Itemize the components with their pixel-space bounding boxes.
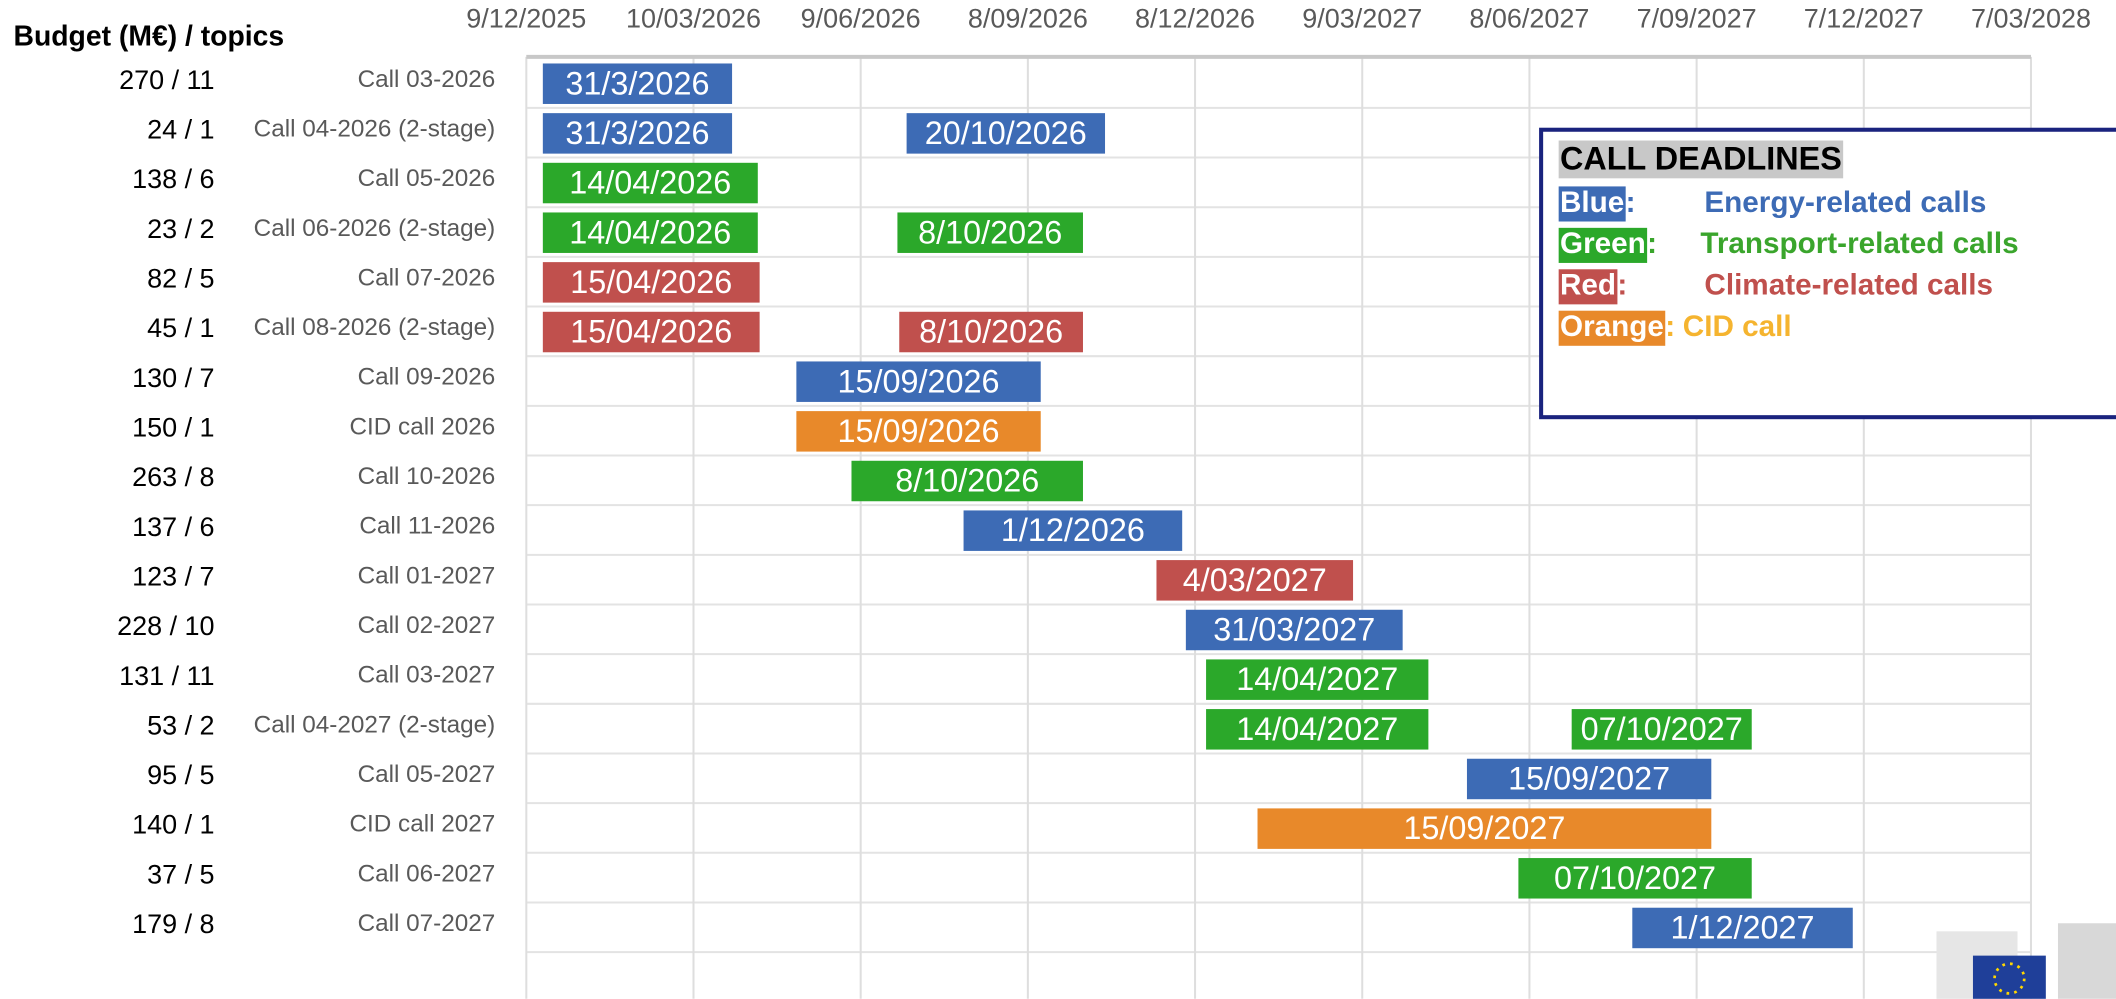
legend-separator: :	[1647, 227, 1657, 260]
call-name: Call 05-2027	[358, 761, 496, 788]
call-name: CID call 2026	[349, 413, 495, 440]
bar-label: 15/04/2026	[570, 314, 732, 350]
logo-building	[2058, 923, 2116, 999]
budget-label: 150 / 1	[132, 412, 214, 442]
eu-logo	[1937, 923, 2116, 999]
budget-label: 37 / 5	[147, 859, 214, 889]
legend-text: CID call	[1683, 310, 1792, 343]
call-name: Call 03-2027	[358, 662, 496, 689]
budget-label: 263 / 8	[132, 462, 214, 492]
bar-label: 1/12/2026	[1001, 512, 1145, 548]
bar-label: 15/04/2026	[570, 264, 732, 300]
bar-label: 8/10/2026	[919, 314, 1063, 350]
budget-label: 140 / 1	[132, 810, 214, 840]
call-name: Call 01-2027	[358, 562, 496, 589]
legend-key: Green	[1560, 227, 1646, 260]
x-tick-label: 10/03/2026	[626, 4, 761, 34]
call-name: Call 07-2027	[358, 910, 496, 937]
legend-key: Blue	[1560, 186, 1624, 219]
call-name: Call 06-2026 (2-stage)	[254, 215, 496, 242]
call-name: Call 08-2026 (2-stage)	[254, 314, 496, 341]
budget-label: 130 / 7	[132, 363, 214, 393]
bar-label: 07/10/2027	[1581, 711, 1743, 747]
legend-separator: :	[1626, 186, 1636, 219]
x-tick-label: 9/06/2026	[801, 4, 921, 34]
budget-label: 123 / 7	[132, 561, 214, 591]
bar-label: 15/09/2027	[1508, 761, 1670, 797]
call-name: CID call 2027	[349, 811, 495, 838]
x-tick-label: 7/03/2028	[1971, 4, 2091, 34]
budget-label: 45 / 1	[147, 313, 214, 343]
legend-key: Orange	[1560, 310, 1664, 343]
call-name: Call 09-2026	[358, 364, 496, 391]
eu-flag	[1973, 956, 2046, 999]
legend-separator: :	[1665, 310, 1675, 343]
budget-label: 53 / 2	[147, 710, 214, 740]
bar-label: 14/04/2027	[1236, 661, 1398, 697]
bar-label: 31/3/2026	[565, 115, 709, 151]
call-name: Call 05-2026	[358, 165, 496, 192]
call-name: Call 06-2027	[358, 860, 496, 887]
legend-text: Energy-related calls	[1704, 186, 1986, 219]
x-tick-label: 7/09/2027	[1637, 4, 1757, 34]
budget-label: 24 / 1	[147, 114, 214, 144]
bar-label: 31/3/2026	[565, 65, 709, 101]
budget-label: 228 / 10	[117, 611, 214, 641]
budget-label: 82 / 5	[147, 263, 214, 293]
bar-label: 20/10/2026	[925, 115, 1087, 151]
legend-key: Red	[1560, 269, 1616, 302]
chart: Budget (M€) / topics 9/12/2025 10/03/2026…	[0, 0, 2116, 999]
bar-label: 14/04/2026	[569, 214, 731, 250]
bar-label: 14/04/2027	[1236, 711, 1398, 747]
bar-label: 8/10/2026	[895, 463, 1039, 499]
call-name: Call 04-2027 (2-stage)	[254, 711, 496, 738]
bar-label: 07/10/2027	[1554, 860, 1716, 896]
budget-label: 179 / 8	[132, 909, 214, 939]
bar-label: 31/03/2027	[1213, 612, 1375, 648]
bar-label: 4/03/2027	[1183, 562, 1327, 598]
bar-label: 15/09/2026	[838, 413, 1000, 449]
bar-label: 15/09/2027	[1403, 810, 1565, 846]
x-tick-label: 9/12/2025	[466, 4, 586, 34]
call-name: Call 02-2027	[358, 612, 496, 639]
legend-text: Transport-related calls	[1700, 227, 2018, 260]
x-tick-label: 8/09/2026	[968, 4, 1088, 34]
budget-label: 270 / 11	[119, 65, 214, 95]
budget-label: 95 / 5	[147, 760, 214, 790]
call-name: Call 04-2026 (2-stage)	[254, 115, 496, 142]
budget-label: 131 / 11	[119, 661, 214, 691]
bar-label: 8/10/2026	[918, 214, 1062, 250]
legend: CALL DEADLINES Blue: Energy-related calls G…	[1541, 130, 2116, 417]
budget-label: 137 / 6	[132, 512, 214, 542]
x-tick-label: 9/03/2027	[1302, 4, 1422, 34]
legend-title: CALL DEADLINES	[1560, 140, 1842, 176]
x-tick-label: 8/12/2026	[1135, 4, 1255, 34]
bar-label: 1/12/2027	[1671, 910, 1815, 946]
legend-text: Climate-related calls	[1704, 269, 1993, 302]
x-tick-label: 7/12/2027	[1804, 4, 1924, 34]
call-name: Call 11-2026	[359, 513, 495, 540]
legend-separator: :	[1617, 269, 1627, 302]
budget-label: 138 / 6	[132, 164, 214, 194]
x-tick-label: 8/06/2027	[1469, 4, 1589, 34]
bar-label: 14/04/2026	[569, 165, 731, 201]
call-name: Call 10-2026	[358, 463, 496, 490]
call-name: Call 03-2026	[358, 66, 496, 93]
budget-label: 23 / 2	[147, 214, 214, 244]
bar-label: 15/09/2026	[838, 363, 1000, 399]
call-name: Call 07-2026	[358, 264, 496, 291]
row-header: Budget (M€) / topics	[13, 20, 284, 52]
